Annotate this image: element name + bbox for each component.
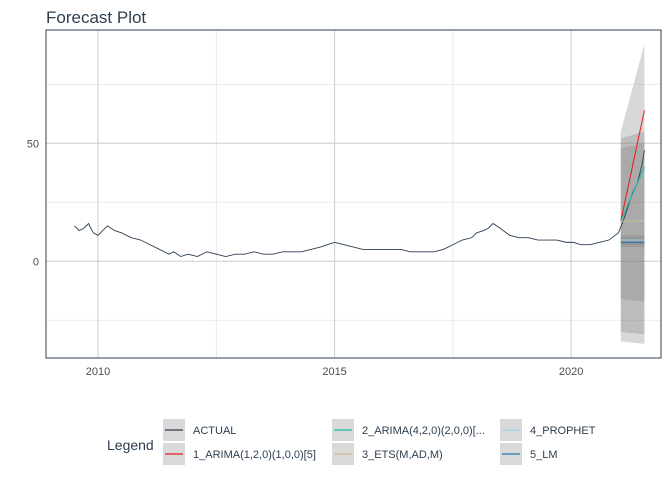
legend-entry: 1_ARIMA(1,2,0)(1,0,0)[5] xyxy=(163,443,316,465)
legend-label: 4_PROPHET xyxy=(530,425,596,437)
y-tick-label: 0 xyxy=(33,256,39,268)
legend-title: Legend xyxy=(107,437,154,453)
legend-entry: 4_PROPHET xyxy=(500,419,596,441)
legend-label: 1_ARIMA(1,2,0)(1,0,0)[5] xyxy=(193,449,316,461)
panel-border xyxy=(46,30,661,358)
legend-entry: 3_ETS(M,AD,M) xyxy=(332,443,443,465)
legend-entry: ACTUAL xyxy=(163,419,236,441)
legend-entry: 5_LM xyxy=(500,443,558,465)
x-axis: 2010 2015 2020 xyxy=(86,366,584,378)
plot-panel xyxy=(46,30,661,358)
x-tick-label: 2010 xyxy=(86,366,110,378)
series-line-actual xyxy=(74,150,644,256)
legend-label: ACTUAL xyxy=(193,425,236,437)
legend-label: 2_ARIMA(4,2,0)(2,0,0)[... xyxy=(362,425,485,437)
y-axis: 0 50 xyxy=(27,138,39,268)
y-tick-label: 50 xyxy=(27,138,39,150)
chart-title: Forecast Plot xyxy=(46,8,146,27)
x-tick-label: 2020 xyxy=(559,366,583,378)
x-tick-label: 2015 xyxy=(322,366,346,378)
legend-entry: 2_ARIMA(4,2,0)(2,0,0)[... xyxy=(332,419,485,441)
legend: Legend ACTUAL 1_ARIMA(1,2,0)(1,0,0)[5] 2_A… xyxy=(107,419,596,465)
legend-label: 3_ETS(M,AD,M) xyxy=(362,449,443,461)
legend-label: 5_LM xyxy=(530,449,558,461)
